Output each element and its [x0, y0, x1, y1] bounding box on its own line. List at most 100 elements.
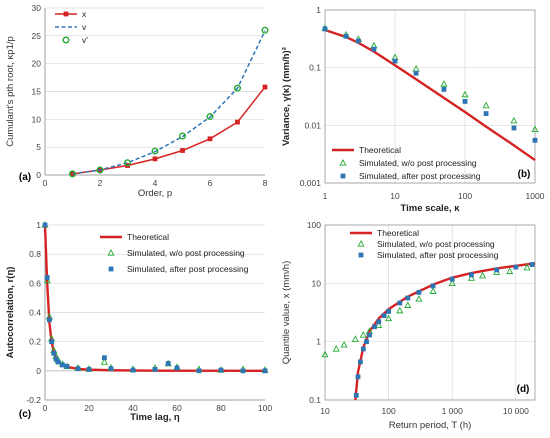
data-point-2-9: [511, 125, 517, 131]
y-tick-label: 0.1: [309, 63, 321, 73]
x-tick-label: 2: [98, 178, 103, 188]
data-point-2-17: [513, 264, 519, 270]
data-point-2-19: [240, 368, 246, 374]
data-point-1-8: [482, 101, 490, 109]
data-point-2-1: [96, 166, 104, 174]
data-point-2-16: [494, 267, 500, 273]
panel-label: (d): [517, 384, 530, 395]
data-point-2-7: [60, 362, 65, 368]
legend-label-0: x: [82, 9, 87, 19]
x-tick-label: 10: [390, 191, 400, 201]
data-point-2-7: [261, 26, 269, 34]
data-point-1-3: [351, 335, 359, 342]
data-point-1-5: [412, 65, 420, 72]
legend-label-1: Simulated, w/o post processing: [359, 158, 477, 168]
plot-frame: [324, 9, 536, 184]
legend-marker-1: [107, 249, 115, 256]
y-axis-label: Cumulant's pth root, κp1/p: [5, 36, 16, 147]
data-point-2-2: [355, 38, 361, 44]
data-point-2-12: [416, 289, 422, 295]
data-point-2-20: [262, 368, 268, 374]
x-tick-label: 10 000: [503, 406, 529, 416]
data-point-1-16: [506, 267, 514, 275]
data-point-1-7: [461, 90, 469, 98]
panel-label: (b): [518, 169, 531, 180]
data-point-2-4: [392, 58, 398, 64]
panel-label: (c): [19, 409, 31, 420]
x-axis-label: Time scale, κ: [401, 203, 461, 214]
panel-a: 0 5 10 15 20 25 30 0 2 4 6 8 Order, p Cumulant's pth …: [5, 3, 269, 199]
data-point-2-7: [376, 319, 382, 325]
data-point-2-11: [405, 295, 411, 301]
x-tick-label: 40: [128, 403, 138, 413]
data-point-2-15: [165, 361, 171, 366]
data-point-0-6: [235, 119, 240, 125]
data-point-1-6: [440, 80, 448, 87]
legend-marker-2: [358, 252, 364, 258]
y-tick-label: -0.2: [26, 395, 41, 405]
data-point-1-2: [340, 340, 348, 348]
legend-label-1: Simulated, w/o post processing: [377, 239, 495, 249]
data-point-1-8: [396, 306, 404, 314]
data-point-2-0: [68, 170, 76, 178]
data-point-2-6: [441, 86, 447, 92]
data-point-1-6: [375, 321, 383, 329]
y-tick-label: 10: [32, 114, 42, 124]
x-tick-label: 80: [216, 403, 226, 413]
panel-label: (a): [19, 172, 31, 183]
data-point-1-14: [479, 271, 487, 279]
data-point-2-0: [353, 392, 359, 398]
x-tick-label: 0: [43, 403, 48, 413]
data-point-2-14: [449, 276, 455, 282]
x-axis-label: Return period, T (h): [389, 420, 472, 431]
data-point-2-3: [371, 46, 377, 52]
series-line-1: [72, 30, 266, 175]
data-point-1-9: [510, 116, 518, 124]
x-tick-label: 1 000: [442, 406, 464, 416]
data-point-2-4: [364, 339, 369, 345]
y-tick-label: 1: [316, 337, 321, 347]
data-point-2-9: [386, 309, 392, 314]
data-point-2-3: [151, 147, 159, 155]
data-point-2-6: [233, 84, 241, 92]
data-point-2-18: [529, 262, 535, 267]
data-point-2-10: [397, 300, 403, 306]
x-tick-label: 60: [172, 403, 182, 413]
legend-marker-1: [357, 240, 365, 247]
series-line-0: [72, 86, 266, 175]
y-tick-label: 100: [307, 220, 321, 230]
y-axis-label: Variance, γ(κ) (mm/h)²: [281, 47, 292, 146]
data-point-1-10: [415, 294, 423, 302]
data-point-1-7: [385, 314, 393, 322]
y-tick-label: 0.4: [29, 308, 41, 318]
data-point-2-10: [86, 366, 92, 372]
legend-marker-2: [62, 36, 70, 44]
data-point-0-7: [262, 84, 268, 90]
data-point-1-11: [100, 358, 108, 365]
data-point-2-10: [532, 137, 538, 143]
x-tick-label: 6: [208, 178, 213, 188]
y-tick-label: 0: [36, 170, 41, 180]
y-tick-label: 20: [32, 59, 42, 69]
legend-label-2: Simulated, after post processing: [377, 250, 499, 260]
legend-marker-0: [63, 11, 69, 17]
x-tick-label: 20: [84, 403, 94, 413]
data-point-1-11: [429, 287, 437, 294]
data-point-2-4: [51, 350, 57, 356]
data-point-2-11: [102, 355, 107, 361]
y-tick-label: 30: [32, 3, 42, 13]
legend-marker-2: [340, 173, 346, 179]
data-point-2-18: [218, 367, 224, 373]
y-tick-label: 0.8: [29, 249, 41, 259]
x-tick-label: 100: [382, 406, 396, 416]
data-point-2-16: [174, 365, 180, 371]
y-tick-label: 0.6: [29, 278, 41, 288]
x-tick-label: 4: [153, 178, 158, 188]
data-point-2-6: [372, 324, 377, 330]
legend-label-0: Theoretical: [127, 232, 169, 242]
y-tick-label: 0.001: [300, 178, 322, 188]
y-tick-label: 0.2: [29, 337, 41, 347]
data-point-2-15: [468, 272, 474, 278]
data-point-2-2: [47, 317, 52, 323]
